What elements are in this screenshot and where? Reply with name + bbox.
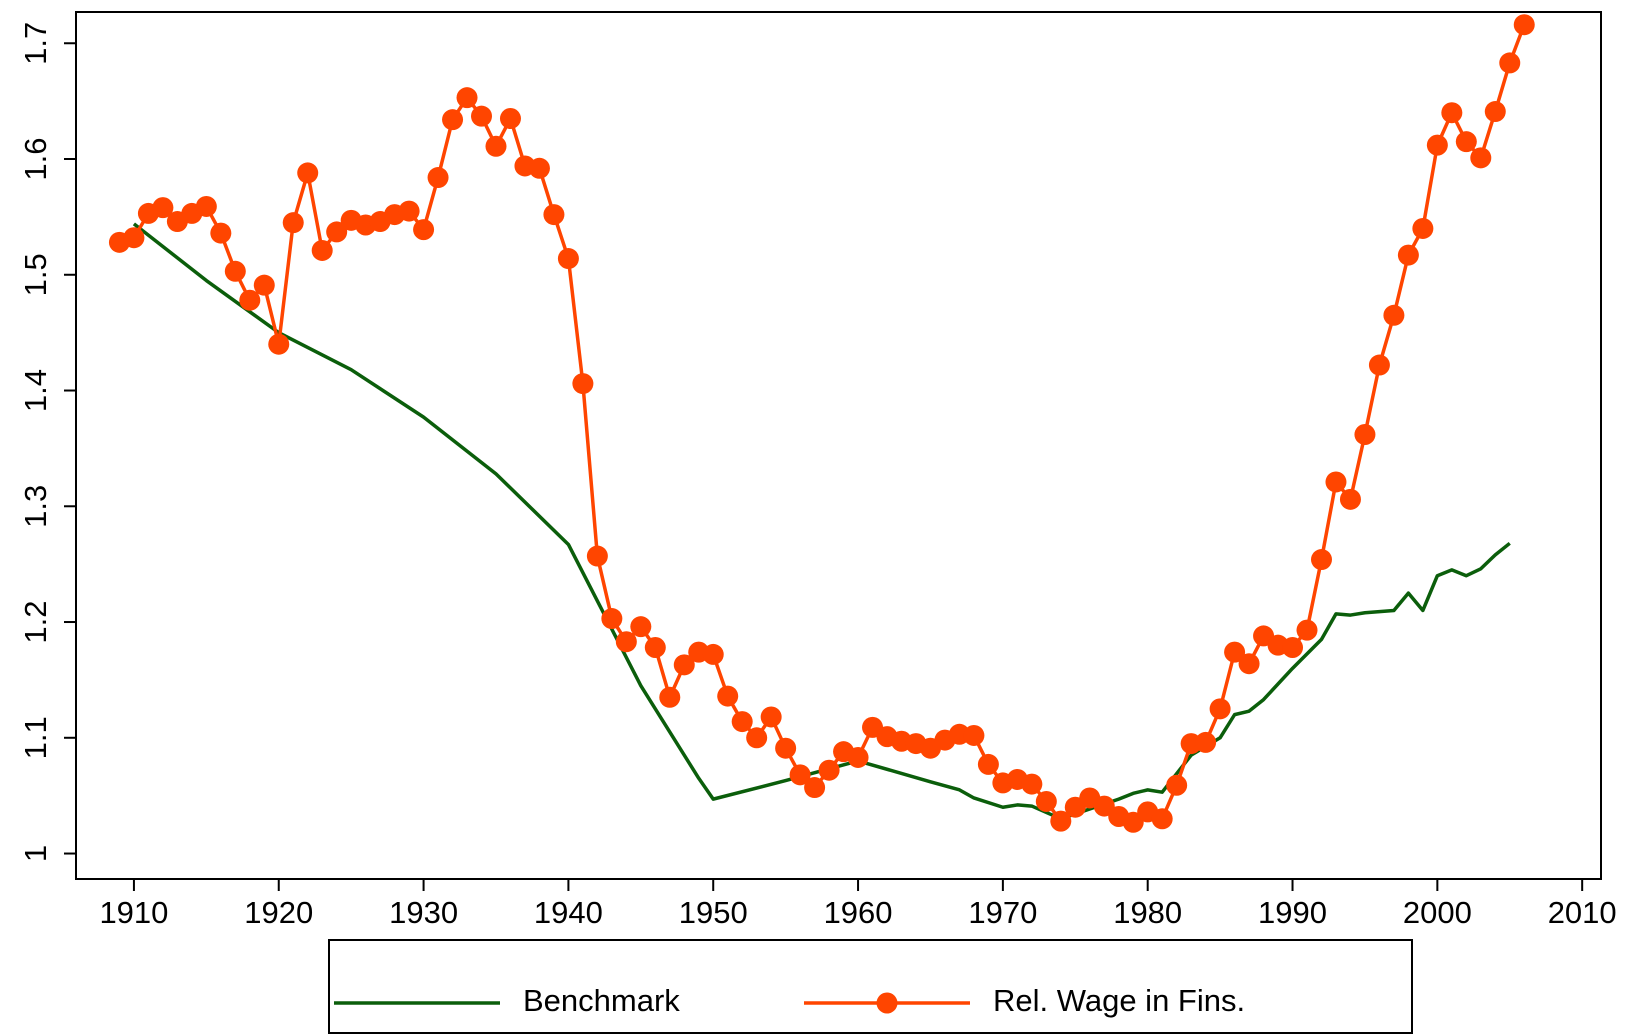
data-point xyxy=(659,686,681,708)
data-point xyxy=(1050,810,1072,832)
data-point xyxy=(1021,773,1043,795)
data-point xyxy=(1470,147,1492,169)
data-point xyxy=(471,105,493,127)
data-point xyxy=(1195,731,1217,753)
legend-box xyxy=(328,939,1413,1034)
data-point xyxy=(239,289,261,311)
data-point xyxy=(1441,102,1463,124)
data-point xyxy=(1426,134,1448,156)
data-point xyxy=(586,545,608,567)
data-point xyxy=(413,219,435,241)
data-point xyxy=(1151,808,1173,830)
data-point xyxy=(1093,795,1115,817)
data-point xyxy=(557,248,579,270)
data-point xyxy=(1455,131,1477,153)
data-point xyxy=(1499,52,1521,74)
data-point xyxy=(152,197,174,219)
data-point xyxy=(1296,619,1318,641)
legend-marker xyxy=(876,992,898,1014)
data-point xyxy=(717,685,739,707)
data-point xyxy=(1397,244,1419,266)
x-tick-label: 1970 xyxy=(968,895,1037,930)
data-point xyxy=(456,87,478,109)
legend-label: Rel. Wage in Fins. xyxy=(993,983,1245,1018)
data-point xyxy=(268,333,290,355)
data-point xyxy=(1513,14,1535,36)
x-tick-label: 1960 xyxy=(824,895,893,930)
data-point xyxy=(615,631,637,653)
data-point xyxy=(1325,471,1347,493)
data-point xyxy=(1122,811,1144,833)
series-line xyxy=(118,24,1526,825)
data-point xyxy=(253,274,275,296)
y-tick-label: 1 xyxy=(18,845,53,862)
x-tick-label: 2000 xyxy=(1403,895,1472,930)
data-point xyxy=(427,167,449,189)
data-point xyxy=(210,222,232,244)
data-point xyxy=(485,135,507,157)
plot-frame xyxy=(75,11,1602,880)
y-tick-label: 1.3 xyxy=(18,485,53,528)
data-point xyxy=(1238,653,1260,675)
data-point xyxy=(963,724,985,746)
data-point xyxy=(1035,790,1057,812)
data-point xyxy=(282,212,304,234)
x-tick-label: 1950 xyxy=(679,895,748,930)
data-point xyxy=(760,706,782,728)
y-tick-label: 1.7 xyxy=(18,22,53,65)
data-point xyxy=(1484,101,1506,123)
data-point xyxy=(804,777,826,799)
data-point xyxy=(702,643,724,665)
data-point xyxy=(499,107,521,129)
data-point xyxy=(398,200,420,222)
data-point xyxy=(746,727,768,749)
data-point xyxy=(731,711,753,733)
data-point xyxy=(1166,774,1188,796)
data-point xyxy=(1383,304,1405,326)
y-tick-label: 1.1 xyxy=(18,716,53,759)
x-tick-label: 1940 xyxy=(534,895,603,930)
data-point xyxy=(326,221,348,243)
data-point xyxy=(1224,641,1246,663)
series-line xyxy=(132,222,1511,821)
data-point xyxy=(1282,636,1304,658)
data-point xyxy=(442,109,464,131)
data-point xyxy=(673,654,695,676)
data-point xyxy=(297,162,319,184)
y-tick-label: 1.6 xyxy=(18,137,53,180)
legend-label: Benchmark xyxy=(523,983,680,1018)
data-point xyxy=(977,753,999,775)
x-tick-label: 2010 xyxy=(1548,895,1617,930)
x-tick-label: 1980 xyxy=(1113,895,1182,930)
data-point xyxy=(847,746,869,768)
x-tick-label: 1930 xyxy=(389,895,458,930)
y-tick-label: 1.5 xyxy=(18,253,53,296)
data-point xyxy=(224,260,246,282)
data-point xyxy=(789,764,811,786)
data-point xyxy=(543,204,565,226)
x-tick-label: 1920 xyxy=(244,895,313,930)
data-point xyxy=(818,759,840,781)
data-point xyxy=(572,373,594,395)
data-point xyxy=(1354,424,1376,446)
data-point xyxy=(1209,698,1231,720)
data-point xyxy=(528,157,550,179)
data-point xyxy=(775,737,797,759)
data-point xyxy=(630,616,652,638)
x-tick-label: 1910 xyxy=(99,895,168,930)
data-point xyxy=(1310,549,1332,571)
data-point xyxy=(311,239,333,261)
data-point xyxy=(644,636,666,658)
data-point xyxy=(1412,217,1434,239)
data-point xyxy=(123,227,145,249)
x-tick-label: 1990 xyxy=(1258,895,1327,930)
data-point xyxy=(1339,488,1361,510)
y-tick-label: 1.2 xyxy=(18,600,53,643)
data-point xyxy=(1368,354,1390,376)
y-tick-label: 1.4 xyxy=(18,369,53,412)
data-point xyxy=(601,608,623,630)
data-point xyxy=(195,195,217,217)
